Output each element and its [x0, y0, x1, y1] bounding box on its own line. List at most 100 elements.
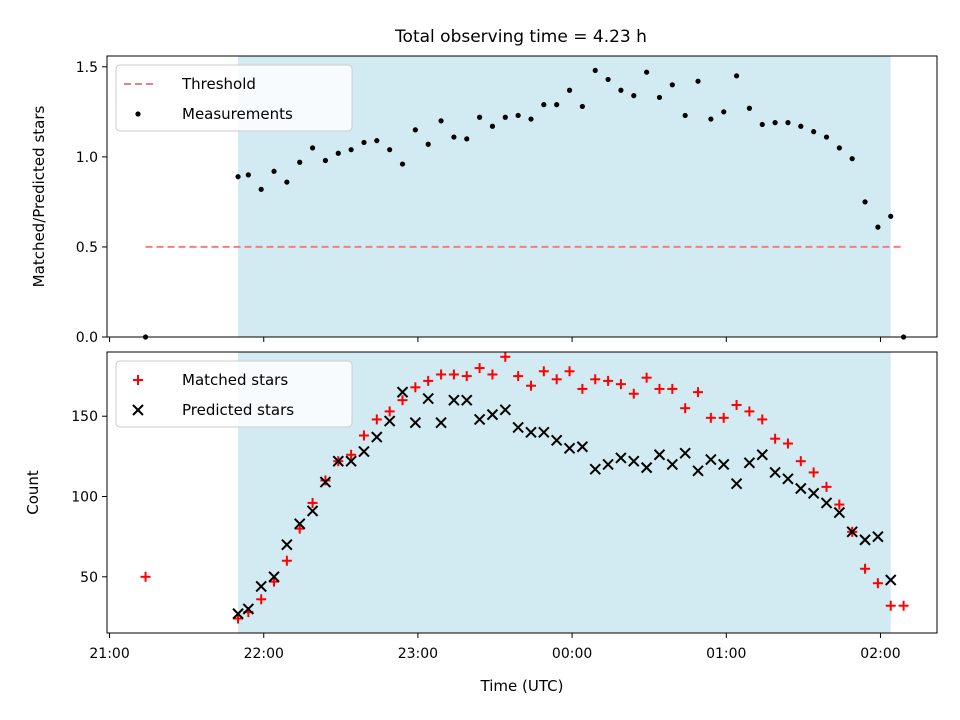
bottom-legend: Matched stars Predicted stars	[115, 360, 353, 428]
predicted-point	[383, 415, 396, 427]
predicted-point	[859, 534, 871, 546]
measurement-point	[387, 147, 393, 153]
predicted-point	[602, 458, 614, 471]
measurement-point	[592, 67, 598, 74]
measurement-point	[235, 174, 241, 180]
legend-predicted-swatch	[132, 404, 144, 416]
bottom-panel: 50 100 150 21:00 22:00 23:00 00:00 01:00 02:00 Co…	[24, 351, 938, 695]
predicted-point	[448, 394, 460, 406]
matched-point	[667, 383, 678, 394]
matched-point	[358, 430, 369, 441]
top-ytick-label: 1.5	[76, 60, 98, 76]
legend-label: Threshold	[181, 75, 256, 93]
predicted-point	[358, 445, 370, 458]
xtick-label: 22:00	[244, 646, 284, 662]
predicted-point	[885, 574, 897, 586]
figure-title: Total observing time = 4.23 h	[394, 27, 647, 47]
predicted-point	[486, 408, 499, 421]
matched-point	[371, 414, 382, 425]
predicted-point	[769, 466, 781, 479]
measurement-point	[849, 156, 855, 162]
measurement-point	[682, 112, 688, 119]
predicted-point	[242, 603, 255, 615]
predicted-point	[666, 458, 679, 471]
measurement-point	[618, 87, 624, 93]
predicted-point	[628, 455, 640, 467]
measurement-point	[451, 134, 457, 140]
predicted-point	[512, 421, 524, 434]
measurement-point	[566, 87, 573, 93]
matched-point	[577, 383, 588, 394]
measurement-point	[245, 172, 251, 178]
measurement-point	[733, 73, 740, 79]
measurement-point	[464, 136, 470, 142]
matched-point	[448, 369, 459, 380]
measurement-point	[438, 118, 444, 124]
measurement-point	[579, 103, 585, 110]
measurement-point	[746, 105, 753, 111]
predicted-point	[306, 505, 319, 517]
measurement-point	[502, 114, 508, 120]
bottom-ytick-label: 150	[71, 409, 98, 425]
predicted-point	[550, 434, 563, 447]
measurement-point	[554, 102, 560, 108]
measurement-point	[695, 78, 701, 84]
measurement-point	[785, 120, 791, 126]
measurement-point	[823, 134, 830, 140]
measurement-point	[875, 224, 881, 230]
measurement-point	[284, 179, 290, 185]
predicted-point	[653, 449, 666, 461]
bottom-ylabel: Count	[24, 470, 42, 515]
matched-point	[513, 371, 524, 382]
predicted-point	[833, 506, 846, 519]
measurement-point	[644, 69, 650, 75]
matched-point	[615, 379, 626, 390]
predicted-point	[807, 487, 820, 500]
predicted-point	[795, 482, 807, 495]
measurement-point	[528, 116, 534, 122]
matched-point	[487, 369, 498, 380]
matched-point	[718, 412, 729, 423]
predicted-point	[705, 453, 717, 466]
measurement-point	[541, 102, 547, 108]
matched-point	[281, 555, 292, 566]
predicted-point	[743, 457, 756, 469]
matched-point	[461, 371, 472, 382]
matched-point	[770, 433, 781, 444]
matched-point	[808, 467, 819, 478]
measurement-point	[399, 161, 406, 167]
measurement-point	[489, 123, 496, 129]
matched-point	[872, 578, 883, 589]
matched-point	[346, 449, 357, 460]
predicted-point	[718, 458, 730, 471]
legend-measurements-swatch	[135, 111, 141, 117]
legend-label: Measurements	[182, 105, 293, 123]
xtick-label: 02:00	[860, 646, 900, 662]
matched-point	[320, 475, 331, 486]
measurement-point	[631, 93, 637, 99]
measurement-point	[258, 186, 264, 192]
bottom-ytick-label: 100	[71, 490, 98, 506]
matched-point	[782, 438, 793, 449]
predicted-point	[640, 461, 653, 474]
legend-label: Predicted stars	[182, 401, 294, 419]
bottom-series-plus	[140, 351, 909, 624]
measurement-point	[515, 112, 521, 119]
predicted-point	[615, 452, 627, 464]
legend-label: Matched stars	[182, 371, 288, 389]
predicted-point	[872, 530, 884, 543]
predicted-point	[756, 449, 768, 461]
matched-point	[474, 363, 485, 374]
measurement-point	[798, 123, 804, 129]
predicted-point	[461, 394, 473, 406]
measurement-point	[412, 127, 418, 133]
predicted-point	[692, 465, 704, 477]
matched-point	[705, 412, 716, 423]
matched-point	[680, 403, 691, 414]
predicted-point	[563, 442, 576, 455]
measurement-point	[836, 145, 842, 151]
matched-point	[860, 563, 871, 574]
matched-point	[551, 374, 562, 385]
measurement-point	[759, 121, 765, 128]
